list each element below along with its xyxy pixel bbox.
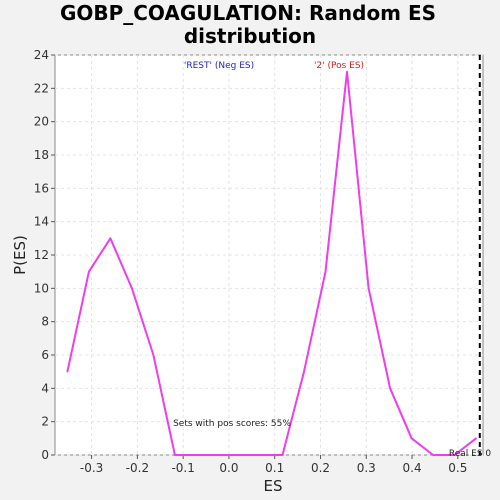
y-tick-label: 6 — [41, 348, 49, 362]
x-tick-label: -0.1 — [171, 461, 194, 475]
chart-title-line2: distribution — [184, 24, 316, 48]
pos-es-label: '2' (Pos ES) — [314, 61, 364, 71]
plot-area — [54, 54, 484, 456]
x-tick-label: 0.1 — [265, 461, 284, 475]
series-layer — [66, 70, 477, 456]
y-axis-label: P(ES) — [11, 235, 29, 275]
x-tick-label: 0.4 — [403, 461, 422, 475]
x-tick-label: -0.3 — [80, 461, 103, 475]
x-tick-label: 0.2 — [311, 461, 330, 475]
x-axis-ticks: -0.3 -0.2 -0.1 0.0 0.1 0.2 0.3 0.4 0.5 — [80, 455, 467, 475]
x-tick-label: -0.2 — [126, 461, 149, 475]
data-point — [131, 287, 133, 290]
data-point — [88, 270, 90, 273]
y-tick-label: 14 — [34, 215, 49, 229]
y-tick-label: 4 — [41, 381, 49, 395]
y-tick-label: 20 — [34, 115, 49, 129]
y-tick-label: 8 — [41, 315, 49, 329]
data-point — [367, 287, 370, 290]
data-point — [324, 270, 327, 273]
pos-scores-label: Sets with pos scores: 55% — [173, 419, 291, 429]
gridlines — [55, 54, 483, 456]
x-tick-label: 0.3 — [357, 461, 376, 475]
y-tick-label: 18 — [34, 148, 49, 162]
data-point — [432, 454, 434, 456]
x-axis-label: ES — [264, 477, 283, 495]
data-point — [453, 454, 456, 456]
y-tick-label: 10 — [34, 281, 49, 295]
data-point — [281, 454, 284, 456]
data-point — [152, 354, 155, 356]
y-tick-label: 16 — [34, 181, 49, 195]
data-point — [389, 387, 391, 390]
series-line — [66, 70, 477, 456]
chart-title-line1: GOBP_COAGULATION: Random ES — [60, 1, 436, 25]
data-point — [475, 437, 477, 440]
data-point — [66, 370, 69, 373]
y-tick-label: 24 — [34, 48, 49, 62]
x-tick-label: 0.0 — [219, 461, 238, 475]
neg-es-label: 'REST' (Neg ES) — [184, 61, 254, 71]
data-point — [346, 70, 348, 73]
y-tick-label: 12 — [34, 248, 49, 262]
y-tick-label: 0 — [41, 448, 49, 462]
real-es-label: Real ES 0 — [449, 449, 492, 459]
x-tick-label: 0.5 — [448, 461, 467, 475]
data-point — [410, 437, 413, 440]
data-point — [109, 237, 112, 240]
y-tick-label: 2 — [41, 415, 49, 429]
y-tick-label: 22 — [34, 81, 49, 95]
data-point — [174, 454, 176, 456]
data-point — [303, 370, 305, 373]
